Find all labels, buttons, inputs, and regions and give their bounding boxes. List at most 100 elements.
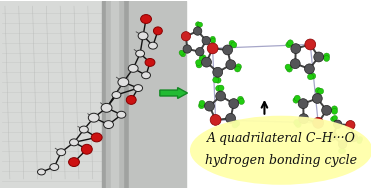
Circle shape xyxy=(234,120,240,126)
Ellipse shape xyxy=(104,121,114,129)
Text: hydrogen bonding cycle: hydrogen bonding cycle xyxy=(205,154,357,167)
Circle shape xyxy=(238,96,243,102)
Circle shape xyxy=(338,140,347,149)
Circle shape xyxy=(235,66,240,72)
Circle shape xyxy=(183,45,191,53)
Circle shape xyxy=(201,55,206,60)
Ellipse shape xyxy=(141,15,152,23)
Circle shape xyxy=(357,139,362,144)
Circle shape xyxy=(298,99,308,108)
Ellipse shape xyxy=(128,64,138,72)
Circle shape xyxy=(308,74,313,80)
Circle shape xyxy=(293,97,299,103)
Bar xyxy=(0,1,185,188)
Ellipse shape xyxy=(82,144,92,154)
Circle shape xyxy=(324,53,330,59)
Ellipse shape xyxy=(101,103,112,112)
FancyArrow shape xyxy=(160,88,188,98)
Circle shape xyxy=(211,38,215,43)
Ellipse shape xyxy=(149,42,158,49)
Circle shape xyxy=(287,40,293,46)
Bar xyxy=(0,1,104,188)
Circle shape xyxy=(229,40,235,46)
Circle shape xyxy=(216,85,221,91)
Circle shape xyxy=(332,106,337,112)
Ellipse shape xyxy=(50,163,59,170)
Circle shape xyxy=(331,117,336,122)
Circle shape xyxy=(199,56,204,61)
Circle shape xyxy=(291,44,301,53)
Circle shape xyxy=(181,32,191,41)
Circle shape xyxy=(305,39,316,50)
Ellipse shape xyxy=(117,111,126,118)
Circle shape xyxy=(295,122,301,127)
Ellipse shape xyxy=(142,72,150,79)
Bar xyxy=(102,1,129,188)
Circle shape xyxy=(290,59,300,69)
Circle shape xyxy=(180,52,185,57)
Bar xyxy=(106,1,123,188)
Circle shape xyxy=(199,103,205,109)
Ellipse shape xyxy=(134,85,143,91)
Circle shape xyxy=(285,64,291,70)
Circle shape xyxy=(313,117,324,128)
Bar xyxy=(129,1,185,188)
Circle shape xyxy=(332,108,338,114)
Circle shape xyxy=(213,77,218,83)
Circle shape xyxy=(358,137,362,142)
Circle shape xyxy=(235,64,241,70)
Text: A quadrilateral C–H···O: A quadrilateral C–H···O xyxy=(207,132,356,145)
Circle shape xyxy=(305,64,314,74)
Ellipse shape xyxy=(91,133,102,142)
Ellipse shape xyxy=(88,113,99,122)
Circle shape xyxy=(196,47,204,56)
Ellipse shape xyxy=(70,139,79,146)
Circle shape xyxy=(231,42,237,48)
Circle shape xyxy=(321,105,332,115)
Circle shape xyxy=(334,120,342,128)
Circle shape xyxy=(232,122,238,128)
Circle shape xyxy=(324,56,329,61)
Circle shape xyxy=(226,113,235,123)
Circle shape xyxy=(196,22,200,27)
Ellipse shape xyxy=(138,32,148,40)
Circle shape xyxy=(332,115,337,121)
Circle shape xyxy=(216,91,226,101)
Circle shape xyxy=(197,22,203,27)
Circle shape xyxy=(287,66,293,72)
Circle shape xyxy=(196,60,202,66)
Ellipse shape xyxy=(38,169,45,175)
Ellipse shape xyxy=(190,116,373,185)
Ellipse shape xyxy=(68,158,79,167)
Circle shape xyxy=(346,121,355,130)
Circle shape xyxy=(286,42,292,48)
Circle shape xyxy=(314,52,324,62)
Circle shape xyxy=(294,95,300,101)
Circle shape xyxy=(329,132,337,140)
Circle shape xyxy=(310,73,316,79)
Circle shape xyxy=(213,67,223,77)
Ellipse shape xyxy=(112,91,121,98)
Circle shape xyxy=(210,36,215,41)
Ellipse shape xyxy=(136,50,144,57)
Circle shape xyxy=(324,136,329,141)
Circle shape xyxy=(207,43,218,54)
Circle shape xyxy=(349,133,358,142)
Ellipse shape xyxy=(57,149,66,156)
Ellipse shape xyxy=(145,58,155,66)
Bar xyxy=(188,1,371,188)
Circle shape xyxy=(202,36,211,45)
Circle shape xyxy=(294,120,300,125)
Circle shape xyxy=(299,114,309,124)
Circle shape xyxy=(179,50,184,55)
Circle shape xyxy=(318,88,324,94)
Circle shape xyxy=(226,60,236,70)
Circle shape xyxy=(229,99,239,108)
Circle shape xyxy=(215,77,221,83)
Circle shape xyxy=(210,115,221,125)
Ellipse shape xyxy=(118,78,129,87)
Ellipse shape xyxy=(153,27,162,35)
Circle shape xyxy=(202,57,211,67)
Circle shape xyxy=(339,148,344,153)
Ellipse shape xyxy=(126,95,136,104)
